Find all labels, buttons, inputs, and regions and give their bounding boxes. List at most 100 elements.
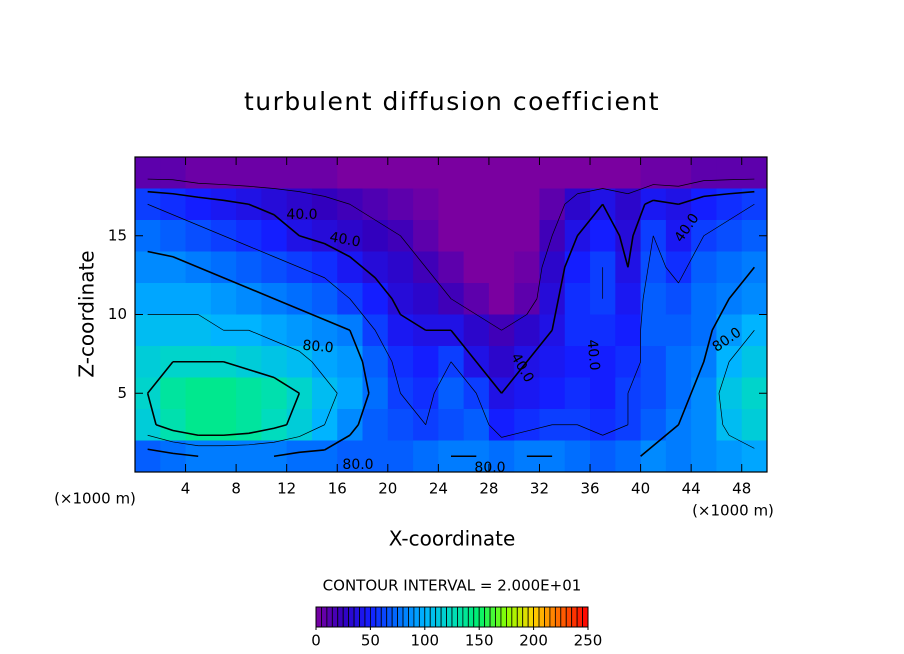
colorbar-swatch [342, 606, 350, 628]
heat-cell [135, 346, 161, 379]
heat-cell [665, 314, 692, 347]
colorbar-swatch [353, 606, 360, 628]
heat-cell [311, 283, 338, 316]
heat-cell [362, 346, 389, 379]
colorbar-swatch [554, 606, 562, 628]
heat-cell [337, 346, 364, 379]
heat-cell [539, 346, 566, 379]
heat-cell [286, 283, 313, 316]
heat-cell [615, 283, 642, 316]
colorbar-tick-label: 150 [465, 632, 494, 650]
heat-cell [488, 251, 515, 284]
heat-cell [741, 188, 767, 221]
colorbar-swatch [538, 606, 545, 628]
colorbar-swatch [359, 606, 366, 628]
heat-cell [387, 440, 414, 472]
colorbar-swatch [375, 606, 382, 628]
heat-cell [185, 220, 212, 253]
contour-line [147, 178, 755, 331]
heat-cell [716, 440, 743, 472]
heat-cell [590, 314, 616, 347]
heat-cell [463, 188, 490, 221]
heat-cell [135, 440, 161, 472]
heat-cell [665, 157, 692, 190]
heat-cell [564, 346, 591, 379]
x-tick-label: 36 [580, 480, 599, 498]
heat-cell [564, 188, 591, 221]
colorbar-swatch [435, 606, 442, 628]
heat-cell [362, 188, 389, 221]
heat-cell [665, 409, 692, 442]
heat-cell [337, 377, 364, 410]
heat-cell [413, 440, 439, 472]
heat-cell [463, 251, 490, 284]
heat-cell [514, 409, 541, 442]
colorbar-swatch [549, 606, 556, 628]
x-tick-label: 20 [378, 480, 397, 498]
heat-cell [463, 409, 490, 442]
heat-cell [488, 188, 515, 221]
heat-cell [210, 251, 237, 284]
heat-cell [438, 251, 465, 284]
heat-cell [286, 157, 313, 190]
heat-cell [362, 157, 389, 190]
heat-cell [311, 440, 338, 472]
heat-cell [691, 440, 718, 472]
heat-cell [691, 220, 718, 253]
heat-cell [387, 346, 414, 379]
heat-cell [691, 251, 718, 284]
heat-cell [286, 440, 313, 472]
heat-cell [185, 283, 212, 316]
heat-cell [337, 157, 364, 190]
heat-cell [362, 220, 389, 253]
heat-cell [185, 157, 212, 190]
heat-cell [413, 346, 439, 379]
heat-cell [691, 188, 718, 221]
heat-cell [665, 377, 692, 410]
heat-cell [135, 283, 161, 316]
colorbar-swatch [348, 606, 355, 628]
heat-cell [514, 251, 541, 284]
heat-cell [463, 157, 490, 190]
heat-cell [210, 409, 237, 442]
heat-cell [160, 283, 187, 316]
x-axis-label: X-coordinate [389, 527, 516, 551]
heat-cell [236, 157, 262, 190]
heat-cell [135, 157, 161, 190]
heat-cell [311, 188, 338, 221]
heat-cell [665, 283, 692, 316]
colorbar-swatch [331, 606, 339, 628]
contour-line [147, 190, 755, 394]
heat-cell [210, 283, 237, 316]
heat-cell [438, 157, 465, 190]
colorbar-swatch [397, 606, 404, 628]
heat-cell [311, 251, 338, 284]
colorbar-swatch [315, 606, 322, 628]
heat-cell [387, 251, 414, 284]
contour-label: 40.0 [584, 339, 603, 371]
heat-cell [514, 314, 541, 347]
heat-cell [463, 220, 490, 253]
heat-cell [741, 409, 767, 442]
heat-cell [185, 409, 212, 442]
colorbar-swatch [533, 606, 540, 628]
colorbar-swatch [565, 606, 573, 628]
heat-cell [236, 251, 262, 284]
heat-cell [160, 377, 187, 410]
colorbar-swatch [544, 606, 551, 628]
heat-cell [387, 409, 414, 442]
contour-label: 40.0 [286, 207, 317, 223]
colorbar-swatch [522, 606, 529, 628]
colorbar-swatch [484, 606, 491, 628]
heat-cell [337, 220, 364, 253]
heat-cell [463, 283, 490, 316]
contour-label: 80.0 [474, 460, 505, 476]
heat-cell [438, 220, 465, 253]
colorbar-swatch [380, 606, 388, 628]
heat-cell [261, 157, 288, 190]
heat-cell [691, 283, 718, 316]
heat-cell [615, 346, 642, 379]
heat-cell [640, 377, 667, 410]
colorbar-swatch [576, 606, 583, 628]
